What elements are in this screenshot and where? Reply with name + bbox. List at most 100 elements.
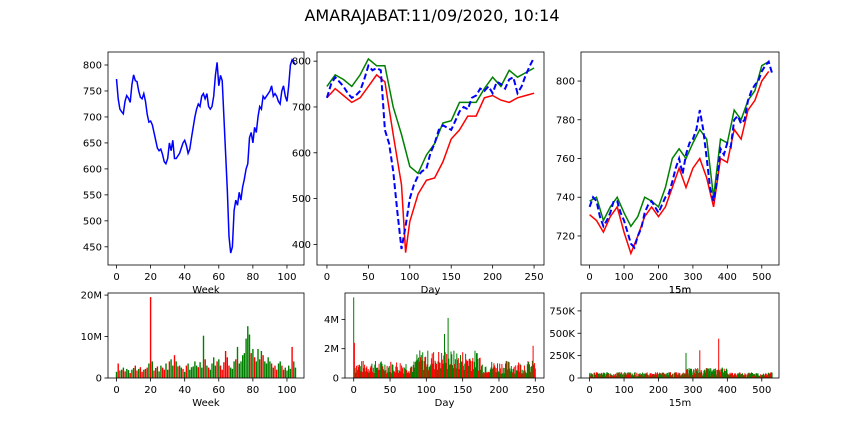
volume-bar [770, 372, 772, 378]
volume-bar [691, 372, 693, 378]
volume-bar [388, 367, 390, 378]
volume-bar [446, 354, 448, 378]
volume-bar [414, 361, 416, 378]
volume-bar [505, 363, 506, 378]
volume-bar [228, 365, 230, 378]
volume-bar [384, 364, 386, 378]
volume-bar [178, 365, 181, 378]
volume-bar [428, 367, 430, 378]
series-line-2 [588, 59, 774, 250]
panel-weekly-volume: 0 20 40 60 80 100 0 10M 20M Week [81, 291, 305, 409]
volume-bar [601, 373, 603, 378]
volume-bar [415, 360, 417, 378]
figure-title: AMARAJABAT:11/09/2020, 10:14 [304, 6, 560, 25]
volume-bar [388, 365, 390, 378]
volume-bar [679, 373, 681, 378]
volume-bar [443, 355, 445, 378]
volume-bar [625, 374, 627, 378]
volume-bar [612, 376, 614, 378]
volume-bar [442, 363, 444, 378]
x-tick-label: 100 [614, 385, 633, 396]
volume-bar [605, 374, 607, 378]
volume-bar [197, 367, 199, 378]
volume-bar [289, 368, 292, 378]
volume-bar [610, 374, 612, 378]
volume-bar [735, 374, 737, 378]
volume-bar [398, 372, 400, 378]
volume-bar [747, 373, 749, 378]
volume-bar [517, 365, 519, 378]
panel-intraday-price: 0 100 200 300 400 500 720 740 760 780 800 15m [556, 51, 780, 296]
volume-bar [168, 361, 171, 378]
volume-bar [356, 365, 358, 378]
volume-bar [262, 355, 264, 378]
x-tick-label: 60 [212, 385, 225, 396]
volume-bar [445, 362, 447, 378]
volume-bar [651, 375, 653, 378]
volume-bar [121, 369, 123, 378]
volume-bar [187, 363, 189, 378]
y-tick-label: 10M [81, 332, 102, 343]
volume-bar [119, 370, 121, 378]
volume-bar [760, 374, 762, 378]
volume-bar [606, 372, 608, 378]
y-tick-label: 0 [333, 374, 339, 385]
volume-bar [364, 371, 366, 378]
volume-bar [199, 362, 201, 378]
volume-bar [672, 374, 674, 378]
volume-bar [430, 358, 432, 378]
volume-bar [472, 357, 474, 378]
volume-bar [155, 368, 157, 378]
volume-bar [623, 374, 625, 378]
volume-bar [489, 369, 491, 378]
y-tick-label: 4M [324, 315, 339, 326]
volume-bar [480, 369, 482, 378]
volume-bar [523, 365, 525, 378]
volume-bar [510, 366, 512, 378]
volume-bar [492, 367, 494, 378]
y-tick-label: 450 [83, 242, 102, 253]
volume-bar [375, 361, 376, 378]
volume-bar [765, 374, 767, 378]
x-tick-label: 0 [113, 385, 119, 396]
volume-bar [369, 370, 371, 378]
volume-bar [719, 372, 721, 378]
volume-bar [435, 362, 437, 378]
axes-frame [580, 292, 780, 379]
volume-bar [265, 363, 268, 378]
volume-bar [451, 354, 453, 378]
volume-bar [481, 365, 482, 378]
volume-bar [456, 353, 458, 378]
y-tick-label: 740 [556, 193, 575, 204]
x-tick-label: 250 [525, 272, 544, 283]
volume-bar [497, 363, 498, 378]
volume-bar [117, 363, 119, 378]
volume-bar [371, 363, 373, 378]
volume-bar [175, 361, 177, 378]
volume-bar [403, 373, 405, 378]
x-tick-label: 50 [384, 385, 397, 396]
volume-bar [129, 373, 131, 378]
volume-bar [678, 373, 680, 378]
volume-bar [638, 373, 640, 378]
volume-bar [149, 297, 152, 378]
volume-bar [763, 373, 764, 378]
volume-bar [270, 363, 273, 378]
volume-bar [231, 368, 234, 378]
volume-bar [405, 364, 407, 378]
volume-bar [235, 359, 237, 378]
volume-bar [709, 368, 711, 378]
volume-bar [482, 373, 484, 378]
volume-bar [706, 368, 708, 378]
volume-bar [127, 370, 130, 378]
volume-bar [680, 374, 682, 378]
y-tick-label: 700 [292, 102, 311, 113]
y-tick-label: 800 [292, 57, 311, 68]
volume-bar [387, 372, 389, 378]
volume-bar [469, 358, 471, 378]
volume-bar [516, 370, 518, 378]
volume-bar [369, 367, 371, 378]
volume-bar [490, 367, 492, 378]
volume-bar [447, 317, 449, 378]
axes-frame [107, 292, 305, 379]
